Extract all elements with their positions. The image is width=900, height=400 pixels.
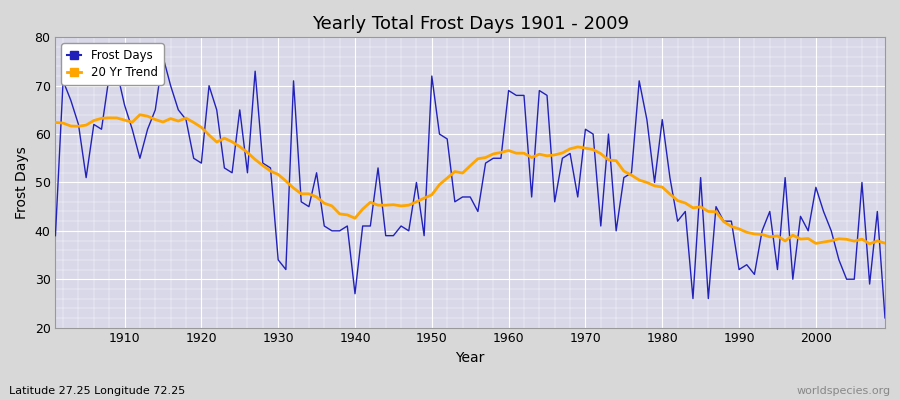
Text: Latitude 27.25 Longitude 72.25: Latitude 27.25 Longitude 72.25	[9, 386, 185, 396]
Legend: Frost Days, 20 Yr Trend: Frost Days, 20 Yr Trend	[61, 43, 164, 84]
Y-axis label: Frost Days: Frost Days	[15, 146, 29, 219]
Title: Yearly Total Frost Days 1901 - 2009: Yearly Total Frost Days 1901 - 2009	[311, 15, 629, 33]
X-axis label: Year: Year	[455, 351, 485, 365]
Text: worldspecies.org: worldspecies.org	[796, 386, 891, 396]
